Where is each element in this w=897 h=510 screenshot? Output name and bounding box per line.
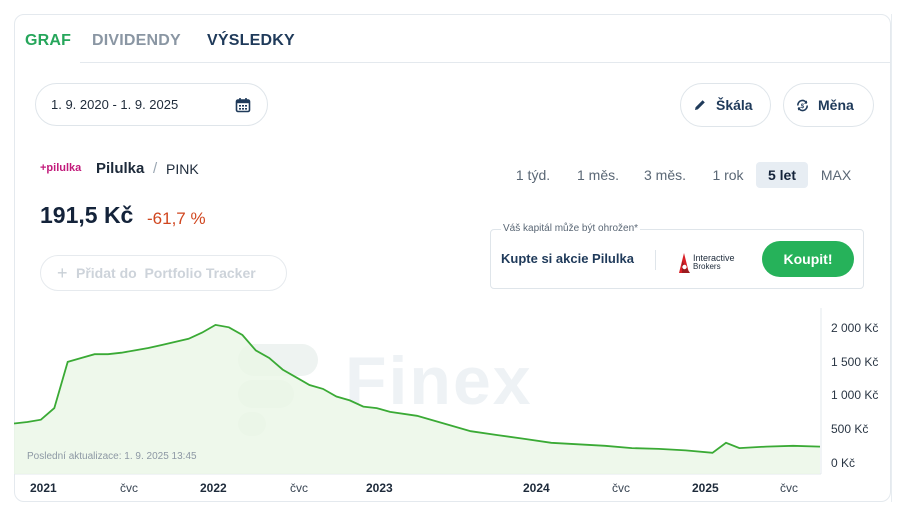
tab-vysledky[interactable]: VÝSLEDKY <box>207 32 295 49</box>
price-change: -61,7 % <box>147 209 206 228</box>
x-tick-label: 2023 <box>366 481 393 495</box>
range-1-week[interactable]: 1 týd. <box>515 167 551 183</box>
range-1-month[interactable]: 1 měs. <box>576 167 619 183</box>
x-tick-label: čvc <box>612 481 630 495</box>
pencil-icon <box>695 100 705 110</box>
buy-button[interactable]: Koupit! <box>762 241 854 277</box>
scale-label: Škála <box>716 97 753 113</box>
x-tick-label: čvc <box>290 481 308 495</box>
price-line <box>14 323 821 454</box>
broker-name-line2: Brokers <box>693 262 721 271</box>
ad-separator <box>655 250 656 270</box>
svg-text:$: $ <box>801 103 805 110</box>
x-tick-label: čvc <box>780 481 798 495</box>
price-chart[interactable] <box>14 300 891 502</box>
x-tick-label: 2024 <box>523 481 550 495</box>
tab-divider <box>80 62 890 63</box>
interactive-brokers-logo: Interactive Brokers <box>678 252 743 274</box>
stock-price: 191,5 Kč <box>40 202 134 228</box>
date-range-picker[interactable]: 1. 9. 2020 - 1. 9. 2025 <box>35 83 268 126</box>
risk-disclaimer: Váš kapitál může být ohrožen* <box>501 223 641 234</box>
range-max[interactable]: MAX <box>820 167 852 183</box>
broker-ad: Kupte si akcie Pilulka Interactive Broke… <box>490 229 864 289</box>
card-edge <box>891 14 897 502</box>
date-range-text: 1. 9. 2020 - 1. 9. 2025 <box>51 97 179 112</box>
x-tick-label: 2021 <box>30 481 57 495</box>
y-tick-label: 2 000 Kč <box>831 321 879 335</box>
buy-shares-link[interactable]: Kupte si akcie Pilulka <box>501 251 634 266</box>
range-5-years[interactable]: 5 let <box>756 162 808 188</box>
price-area-fill <box>14 324 820 474</box>
last-update: Poslední aktualizace: 1. 9. 2025 13:45 <box>27 451 197 462</box>
currency-exchange-icon: $ <box>797 99 808 112</box>
y-tick-label: 500 Kč <box>831 422 869 436</box>
scale-button[interactable]: Škála <box>680 83 771 127</box>
range-1-year[interactable]: 1 rok <box>712 167 744 183</box>
add-to-portfolio-button[interactable]: + Přidat do Portfolio Tracker <box>40 255 287 291</box>
company-logo: +pilulka <box>40 162 82 174</box>
currency-button[interactable]: $ Měna <box>783 83 874 127</box>
broker-name-line1: Interactive <box>693 253 735 263</box>
y-tick-label: 1 500 Kč <box>831 355 879 369</box>
x-tick-label: 2022 <box>200 481 227 495</box>
company-ticker: PINK <box>166 161 199 177</box>
watermark-text: Finex <box>345 343 533 419</box>
broker-flame-icon <box>679 253 690 273</box>
tab-dividendy[interactable]: DIVIDENDY <box>92 32 181 49</box>
company-name[interactable]: Pilulka <box>96 160 145 177</box>
range-3-months[interactable]: 3 měs. <box>643 167 686 183</box>
currency-label: Měna <box>818 97 854 113</box>
calendar-icon <box>235 98 251 113</box>
x-tick-label: 2025 <box>692 481 719 495</box>
plus-icon: + <box>57 263 68 283</box>
name-separator: / <box>153 160 158 177</box>
y-tick-label: 0 Kč <box>831 456 856 470</box>
add-to-portfolio-label: Přidat do Portfolio Tracker <box>76 265 256 281</box>
y-tick-label: 1 000 Kč <box>831 388 879 402</box>
tab-graf[interactable]: GRAF <box>25 32 72 49</box>
x-tick-label: čvc <box>120 481 138 495</box>
